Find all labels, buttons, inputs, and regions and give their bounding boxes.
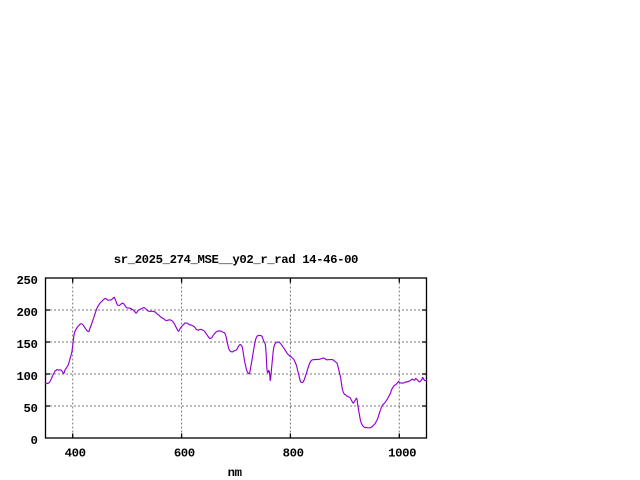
svg-text:200: 200	[17, 306, 38, 320]
svg-text:800: 800	[283, 447, 304, 461]
svg-text:50: 50	[24, 402, 38, 416]
svg-text:0: 0	[31, 434, 38, 448]
svg-text:150: 150	[17, 338, 38, 352]
svg-text:sr_2025_274_MSE__y02_r_rad 14-: sr_2025_274_MSE__y02_r_rad 14-46-00	[114, 253, 358, 267]
svg-text:400: 400	[65, 447, 86, 461]
svg-text:100: 100	[17, 370, 38, 384]
svg-text:600: 600	[174, 447, 195, 461]
svg-text:250: 250	[17, 274, 38, 288]
svg-text:1000: 1000	[388, 447, 416, 461]
svg-text:nm: nm	[228, 466, 242, 480]
